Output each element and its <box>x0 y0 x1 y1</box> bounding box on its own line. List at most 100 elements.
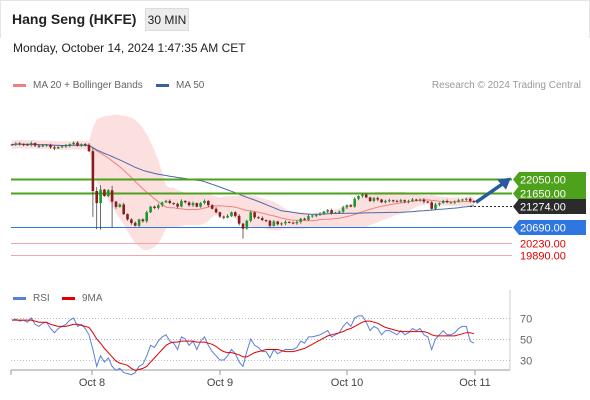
candle-body <box>126 214 129 220</box>
candle-body <box>414 199 418 201</box>
candle-body <box>307 216 310 220</box>
candle-body <box>72 142 75 145</box>
candle-body <box>207 200 210 206</box>
candle-body <box>210 205 214 209</box>
rsi-level-label-30: 30 <box>520 356 532 368</box>
candle-body <box>407 200 410 202</box>
rsi-9ma-line <box>12 319 475 372</box>
candle-body <box>241 223 245 229</box>
candle-body <box>230 212 233 216</box>
candle-body <box>403 200 406 202</box>
level-label-19890.00: 19890.00 <box>520 251 566 263</box>
candle-body <box>237 215 241 224</box>
candle-body <box>357 196 360 199</box>
candle-body <box>457 200 460 202</box>
legend-swatch-ma50 <box>156 84 169 87</box>
candle-body <box>361 194 364 196</box>
candle-body <box>461 199 464 201</box>
legend-item-rsi: RSI <box>13 293 50 304</box>
level-label-21274.00: 21274.00 <box>520 202 566 214</box>
candle-body <box>130 219 133 223</box>
candle-body <box>314 215 318 217</box>
rsi-level-label-70: 70 <box>520 314 532 326</box>
legend-label-9ma: 9MA <box>82 293 103 304</box>
candle-body <box>80 144 83 146</box>
candle-body <box>83 144 87 146</box>
candle-body <box>272 221 276 226</box>
candle-body <box>284 221 287 224</box>
candle-body <box>384 200 387 203</box>
candle-body <box>95 191 98 204</box>
legend-swatch-ma20 <box>13 84 26 87</box>
candle-body <box>411 199 414 201</box>
candle-body <box>137 219 141 226</box>
candle-body <box>268 220 272 226</box>
candle-body <box>295 221 299 224</box>
candle-body <box>26 144 29 146</box>
candle-body <box>341 207 345 212</box>
x-tick-label: Oct 10 <box>331 377 363 389</box>
candle-body <box>218 212 222 217</box>
candle-body <box>291 222 295 224</box>
candle-body <box>107 190 110 196</box>
candle-body <box>53 147 56 149</box>
projection-arrow-shaft <box>475 182 504 204</box>
candle-body <box>56 147 60 149</box>
rsi-level-label-50: 50 <box>520 335 532 347</box>
level-tag-21274.00 <box>513 199 586 214</box>
candle-body <box>164 200 168 203</box>
legend-item-9ma: 9MA <box>62 293 103 304</box>
candle-body <box>426 201 430 203</box>
legend-item-ma50: MA 50 <box>156 80 204 91</box>
candle-body <box>49 144 52 148</box>
level-tag-22050.00 <box>513 172 586 187</box>
candle-body <box>353 198 356 207</box>
rsi-line <box>11 315 475 376</box>
candle-body <box>195 203 199 207</box>
candle-body <box>330 210 333 213</box>
level-label-20690.00: 20690.00 <box>520 223 566 235</box>
candle-body <box>60 146 64 148</box>
candle-body <box>326 210 329 212</box>
projection-arrow-head <box>497 177 511 190</box>
legend-swatch-9ma <box>62 297 75 300</box>
candle-body <box>157 205 160 208</box>
chart-title: Hang Seng (HKFE) <box>12 11 137 27</box>
candle-body <box>37 145 41 147</box>
candle-body <box>199 203 202 207</box>
candle-body <box>114 201 118 207</box>
candle-body <box>145 212 148 222</box>
candle-body <box>153 206 156 208</box>
candle-body <box>372 198 376 201</box>
candle-body <box>122 204 125 215</box>
candle-body <box>187 202 191 206</box>
candle-body <box>337 211 341 213</box>
candle-body <box>257 217 260 219</box>
candle-body <box>180 200 183 207</box>
candle-body <box>368 197 372 201</box>
candle-body <box>388 200 391 202</box>
candle-body <box>172 203 175 205</box>
candle-body <box>76 142 79 146</box>
candle-body <box>349 205 353 207</box>
candle-body <box>453 201 456 203</box>
x-tick-label: Oct 9 <box>207 377 233 389</box>
candle-body <box>203 200 206 203</box>
x-tick-label: Oct 8 <box>79 377 105 389</box>
candle-body <box>18 143 21 145</box>
header-bar: Hang Seng (HKFE) 30 MIN <box>0 0 590 38</box>
candle-body <box>334 212 337 214</box>
timeframe-button[interactable]: 30 MIN <box>145 8 189 31</box>
candle-body <box>422 199 426 202</box>
candle-body <box>99 189 102 204</box>
candle-body <box>33 143 37 146</box>
candle-body <box>14 143 18 145</box>
candle-body <box>245 220 249 229</box>
candle-body <box>376 198 379 200</box>
candle-body <box>438 203 441 205</box>
research-credit: Research © 2024 Trading Central <box>431 80 581 91</box>
candle-body <box>434 204 437 209</box>
candle-body <box>68 144 72 146</box>
candle-body <box>318 213 322 216</box>
candle-body <box>45 144 48 146</box>
